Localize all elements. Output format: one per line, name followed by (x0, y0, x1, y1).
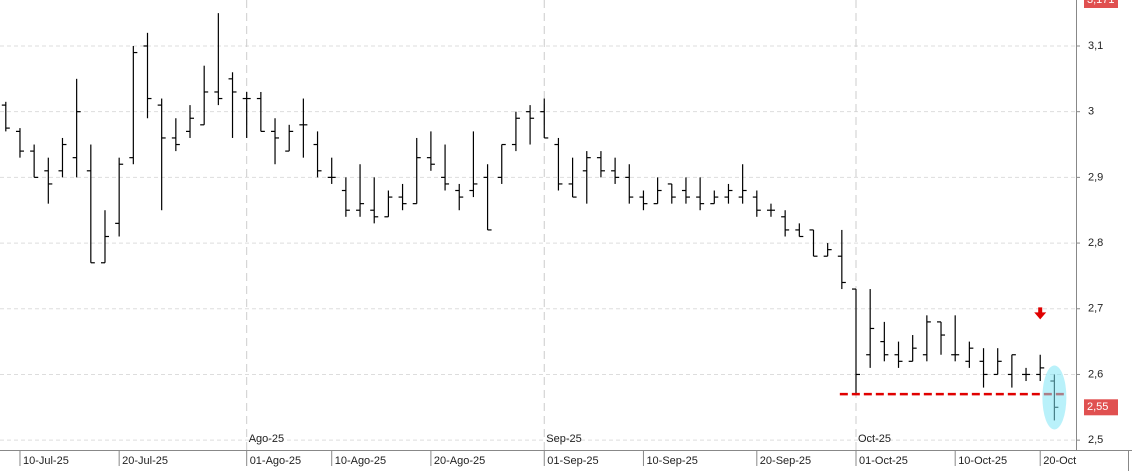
period-label: Sep-25 (546, 433, 581, 445)
x-tick-label: 01-Sep-25 (547, 455, 598, 467)
price-marker-label: 3,171 (1087, 0, 1115, 6)
y-tick-label: 3,1 (1088, 40, 1103, 52)
x-tick-label: 20-Oct (1043, 455, 1076, 467)
period-label: Ago-25 (249, 433, 284, 445)
y-tick-label: 2,9 (1088, 171, 1103, 183)
price-marker-box (1084, 399, 1118, 416)
sell-signal (1034, 307, 1047, 320)
y-tick-label: 3 (1088, 106, 1094, 118)
y-tick-label: 2,8 (1088, 237, 1103, 249)
highlight-ellipse (1042, 365, 1067, 430)
price-marker: 2,55 (1084, 399, 1118, 416)
price-marker: 3,171 (1084, 0, 1118, 8)
x-tick-label: 10-Jul-25 (23, 455, 69, 467)
x-tick-label: 20-Jul-25 (122, 455, 168, 467)
x-tick-label: 10-Oct-25 (958, 455, 1007, 467)
price-marker-box (1084, 0, 1118, 8)
period-label: Oct-25 (858, 433, 891, 445)
x-tick-label: 01-Ago-25 (250, 455, 301, 467)
y-tick-label: 2,6 (1088, 368, 1103, 380)
x-tick-label: 10-Sep-25 (646, 455, 697, 467)
x-tick-label: 20-Sep-25 (760, 455, 811, 467)
y-tick-label: 2,5 (1088, 434, 1103, 446)
x-tick-label: 01-Oct-25 (859, 455, 908, 467)
price-marker-label: 2,55 (1087, 401, 1108, 413)
x-tick-label: 10-Ago-25 (335, 455, 386, 467)
x-tick-label: 20-Ago-25 (434, 455, 485, 467)
y-tick-label: 2,7 (1088, 303, 1103, 315)
